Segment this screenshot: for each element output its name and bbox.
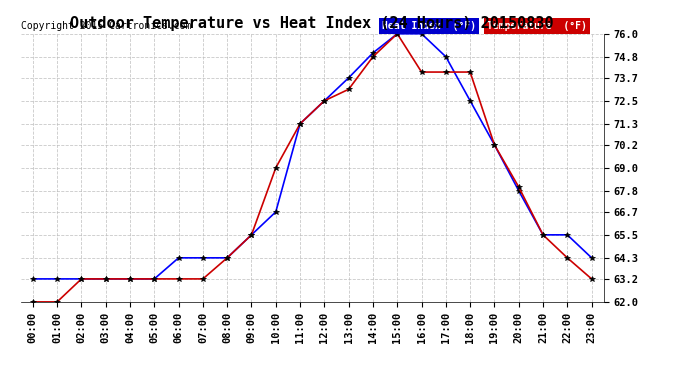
Text: Heat Index  (°F): Heat Index (°F) [382, 21, 476, 31]
Text: Copyright 2015 Cartronics.com: Copyright 2015 Cartronics.com [21, 21, 191, 31]
Text: Temperature  (°F): Temperature (°F) [487, 21, 587, 31]
Title: Outdoor Temperature vs Heat Index (24 Hours) 20150830: Outdoor Temperature vs Heat Index (24 Ho… [70, 16, 554, 31]
